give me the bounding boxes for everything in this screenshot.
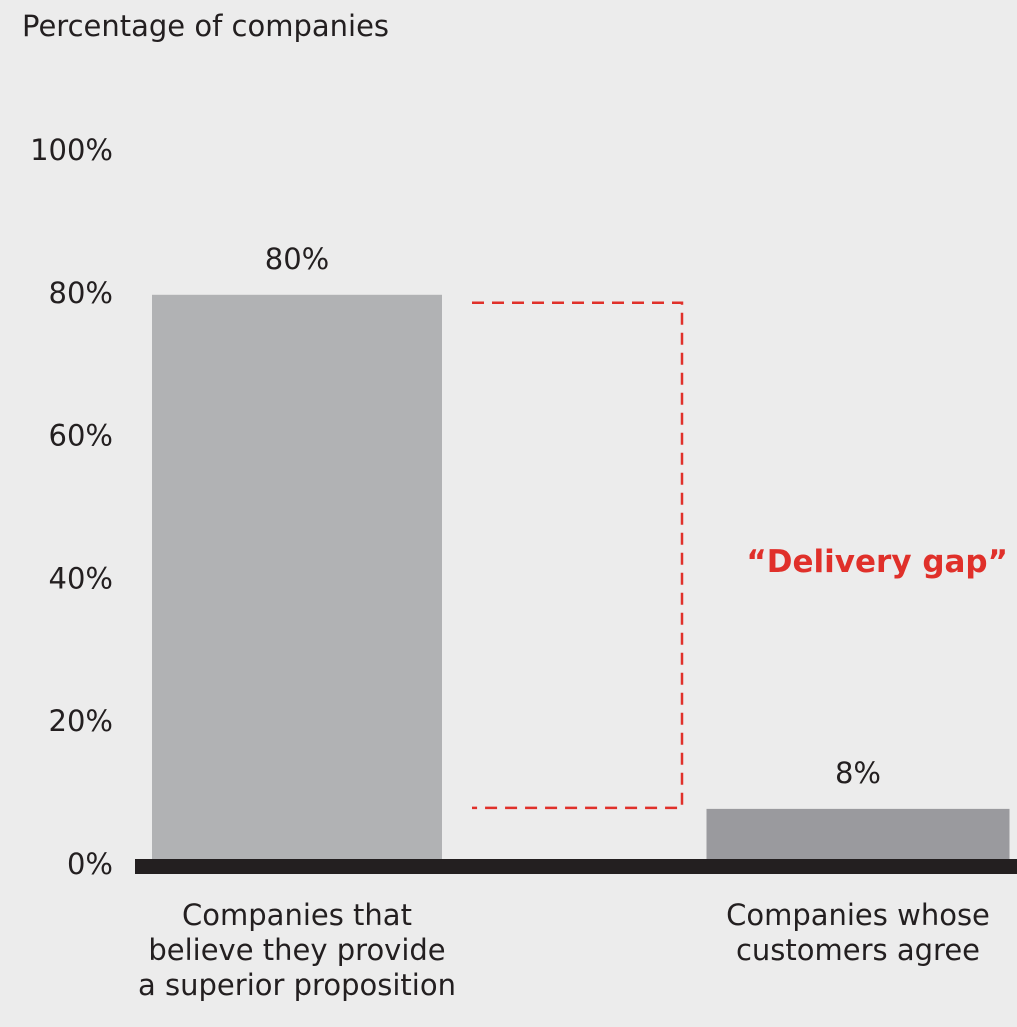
bar: [152, 294, 442, 866]
annotation: “Delivery gap”: [746, 544, 1008, 580]
gap-bracket: [472, 301, 684, 810]
x-tick-label-line: a superior proposition: [138, 968, 456, 1002]
y-tick-label: 0%: [67, 847, 113, 881]
x-tick-label: Companies that believe they provide a supe…: [138, 898, 456, 1002]
y-axis-label: Percentage of companies: [22, 9, 389, 43]
x-tick-label-line: Companies that: [182, 898, 412, 932]
y-tick-label: 100%: [30, 133, 113, 167]
x-axis-line: [135, 859, 1017, 874]
x-tick-label-line: believe they provide: [148, 933, 445, 967]
y-tick-label: 20%: [49, 704, 113, 738]
bar: [706, 808, 1010, 866]
x-tick-label: Companies whose customers agree: [726, 898, 990, 967]
y-tick-label: 40%: [49, 561, 113, 595]
data-label: 80%: [265, 242, 329, 276]
x-tick-label-line: customers agree: [736, 933, 980, 967]
x-tick-label-line: Companies whose: [726, 898, 990, 932]
y-tick-label: 80%: [49, 276, 113, 310]
data-label: 8%: [835, 756, 881, 790]
y-tick-label: 60%: [49, 419, 113, 453]
